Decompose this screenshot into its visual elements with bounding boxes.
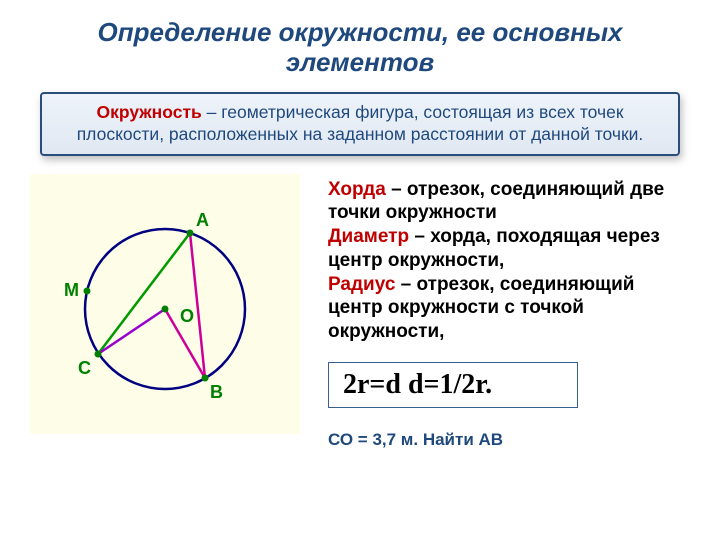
svg-text:A: A	[196, 210, 209, 230]
slide-root: Определение окружности, ее основных элем…	[0, 0, 720, 540]
svg-text:C: C	[78, 358, 91, 378]
circle-diagram: A B C M O	[30, 174, 300, 434]
definition-box: Окружность – геометрическая фигура, сост…	[40, 92, 680, 156]
chord-term: Хорда	[328, 179, 386, 200]
slide-title: Определение окружности, ее основных элем…	[70, 18, 650, 78]
content-row: A B C M O Хорда – отрезок, соединяющий две т…	[30, 174, 690, 450]
diameter-term: Диаметр	[328, 226, 409, 247]
definition-term: Окружность	[97, 102, 202, 122]
svg-text:O: O	[180, 306, 194, 326]
text-column: Хорда – отрезок, соединяющий две точки о…	[328, 174, 690, 450]
formula-box: 2r=d d=1/2r.	[328, 362, 578, 408]
problem-text: СО = 3,7 м. Найти АВ	[328, 430, 690, 450]
diagram-column: A B C M O	[30, 174, 310, 450]
radius-term: Радиус	[328, 274, 395, 295]
svg-text:B: B	[210, 382, 223, 402]
definitions-block: Хорда – отрезок, соединяющий две точки о…	[328, 178, 690, 344]
svg-text:M: M	[64, 280, 79, 300]
